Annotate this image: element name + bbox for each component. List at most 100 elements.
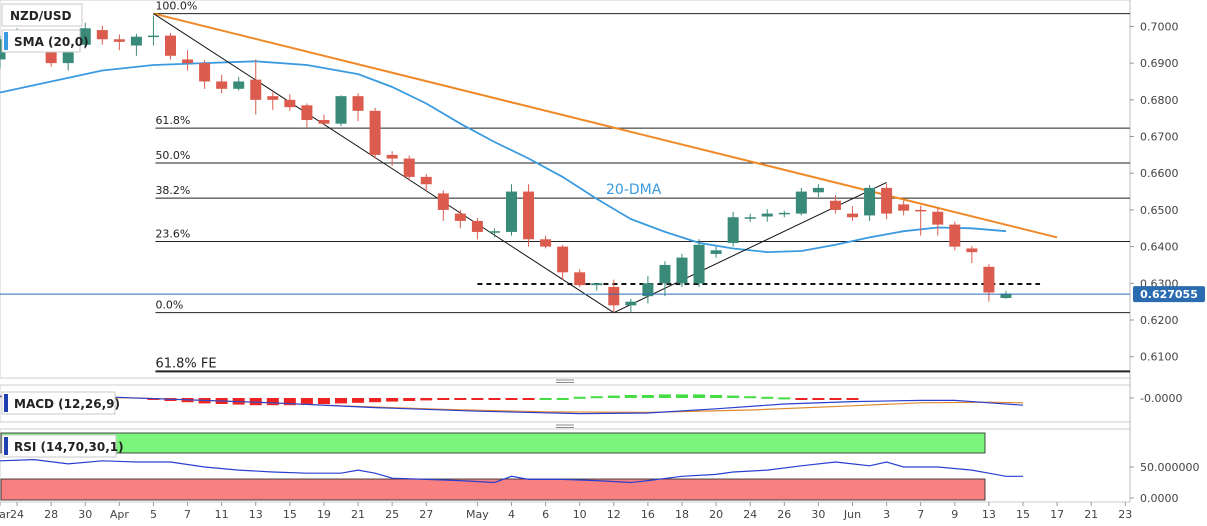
candle-body <box>778 212 790 215</box>
symbol-label[interactable]: NZD/USD <box>1 3 83 27</box>
candle-bullish <box>676 253 688 287</box>
rsi-plot: 50.000000 0.0000 <box>0 458 1200 505</box>
candle-body <box>1000 293 1012 298</box>
price-tick-label: 0.7000 <box>1140 20 1179 33</box>
candle-bullish <box>744 213 756 222</box>
macd-histogram-bar <box>658 394 671 398</box>
macd-histogram-bar <box>335 398 347 404</box>
candle-body <box>369 110 381 155</box>
macd-histogram-bar <box>590 396 603 399</box>
rsi-resize-handle[interactable] <box>556 424 574 428</box>
candle-body <box>983 266 995 293</box>
macd-histogram-bar <box>352 398 365 403</box>
price-tick-label: 0.6600 <box>1140 167 1179 180</box>
candle-body <box>727 217 739 243</box>
candle-body <box>625 301 637 306</box>
macd-plot: -0.0000 <box>0 392 1182 415</box>
macd-legend-text: MACD (12,26,9) <box>14 397 120 411</box>
candle-body <box>864 187 876 216</box>
macd-histogram-bar <box>710 395 723 398</box>
candle-body <box>403 158 415 177</box>
symbol-text: NZD/USD <box>10 9 71 23</box>
date-tick-label: 20 <box>709 508 723 521</box>
candle-body <box>96 30 108 40</box>
candle-bearish <box>437 190 449 221</box>
candle-body <box>130 36 142 46</box>
macd-histogram-bar <box>778 397 791 400</box>
candle-body <box>949 224 961 247</box>
candle-body <box>318 120 330 124</box>
candle-body <box>335 96 347 124</box>
rsi-legend[interactable]: RSI (14,70,30,1) <box>1 434 124 458</box>
dma-annotation: 20-DMA <box>606 182 662 198</box>
macd-histogram-bar <box>846 398 859 400</box>
candle-bullish <box>335 95 347 127</box>
price-tick-label: 0.6800 <box>1140 94 1179 107</box>
macd-histogram-bar <box>488 398 501 400</box>
candle-bearish <box>352 93 364 122</box>
date-tick-label: 27 <box>419 508 433 521</box>
candle-bearish <box>182 50 194 71</box>
macd-histogram-bar <box>505 398 518 400</box>
date-tick-label: 3 <box>883 508 890 521</box>
macd-histogram-bar <box>317 398 330 404</box>
sma-legend[interactable]: SMA (20,0) <box>1 29 89 53</box>
candle-body <box>165 35 176 56</box>
candle-body <box>79 28 91 45</box>
date-tick-label: 9 <box>951 508 958 521</box>
macd-tick-label: -0.0000 <box>1140 392 1182 405</box>
candle-body <box>506 191 517 232</box>
candle-body <box>199 63 211 82</box>
price-tick-label: 0.6900 <box>1140 57 1179 70</box>
candle-body <box>898 204 910 211</box>
candle-bearish <box>540 235 552 249</box>
candle-bearish <box>949 221 961 251</box>
rsi-legend-text: RSI (14,70,30,1) <box>14 440 124 454</box>
candle-body <box>62 44 74 64</box>
fib-level-label: 61.8% <box>155 114 190 127</box>
macd-resize-handle[interactable] <box>556 379 574 383</box>
date-tick-label: 19 <box>317 508 331 521</box>
price-tick-label: 0.6400 <box>1140 241 1179 254</box>
macd-histogram-bar <box>812 398 825 400</box>
candle-body <box>812 187 824 193</box>
candle-bearish <box>932 208 944 236</box>
fib-level-label: 61.8% FE <box>155 356 216 371</box>
macd-histogram-bar <box>283 398 296 406</box>
candle-body <box>250 79 262 100</box>
date-tick-label: 25 <box>385 508 399 521</box>
candle-bullish <box>79 22 91 49</box>
candle-body <box>267 96 279 100</box>
candle-bullish <box>812 184 824 198</box>
candle-bullish <box>710 246 722 258</box>
macd-histogram-bar <box>369 398 382 403</box>
candle-bearish <box>284 94 296 111</box>
candle-body <box>540 239 552 247</box>
candle-body <box>932 211 944 225</box>
candle-bearish <box>216 74 228 94</box>
macd-histogram-bar <box>761 396 774 399</box>
rsi-tick-label: 50.000000 <box>1140 461 1200 474</box>
date-tick-label: 4 <box>508 508 515 521</box>
macd-histogram-bar <box>403 398 416 401</box>
candle-bearish <box>966 245 978 264</box>
date-tick-label: 13 <box>982 508 996 521</box>
date-tick-label: Jun <box>843 508 861 521</box>
swing-line <box>613 181 887 314</box>
macd-histogram-bar <box>744 396 757 399</box>
date-tick-label: 5 <box>150 508 157 521</box>
candle-body <box>608 286 620 306</box>
rsi-oversold-band <box>0 478 986 501</box>
candle-bullish <box>1000 290 1012 299</box>
candle-body <box>881 187 893 214</box>
candle-bullish <box>727 211 739 247</box>
date-tick-label: 26 <box>777 508 791 521</box>
date-tick-label: May <box>466 508 489 521</box>
macd-histogram-bar <box>539 398 552 400</box>
candle-bearish <box>250 59 262 115</box>
macd-histogram-bar <box>471 398 484 400</box>
candle-bearish <box>369 107 381 159</box>
macd-histogram-bar <box>795 398 808 400</box>
macd-legend[interactable]: MACD (12,26,9) <box>1 391 120 415</box>
fib-level-label: 23.6% <box>155 227 190 240</box>
